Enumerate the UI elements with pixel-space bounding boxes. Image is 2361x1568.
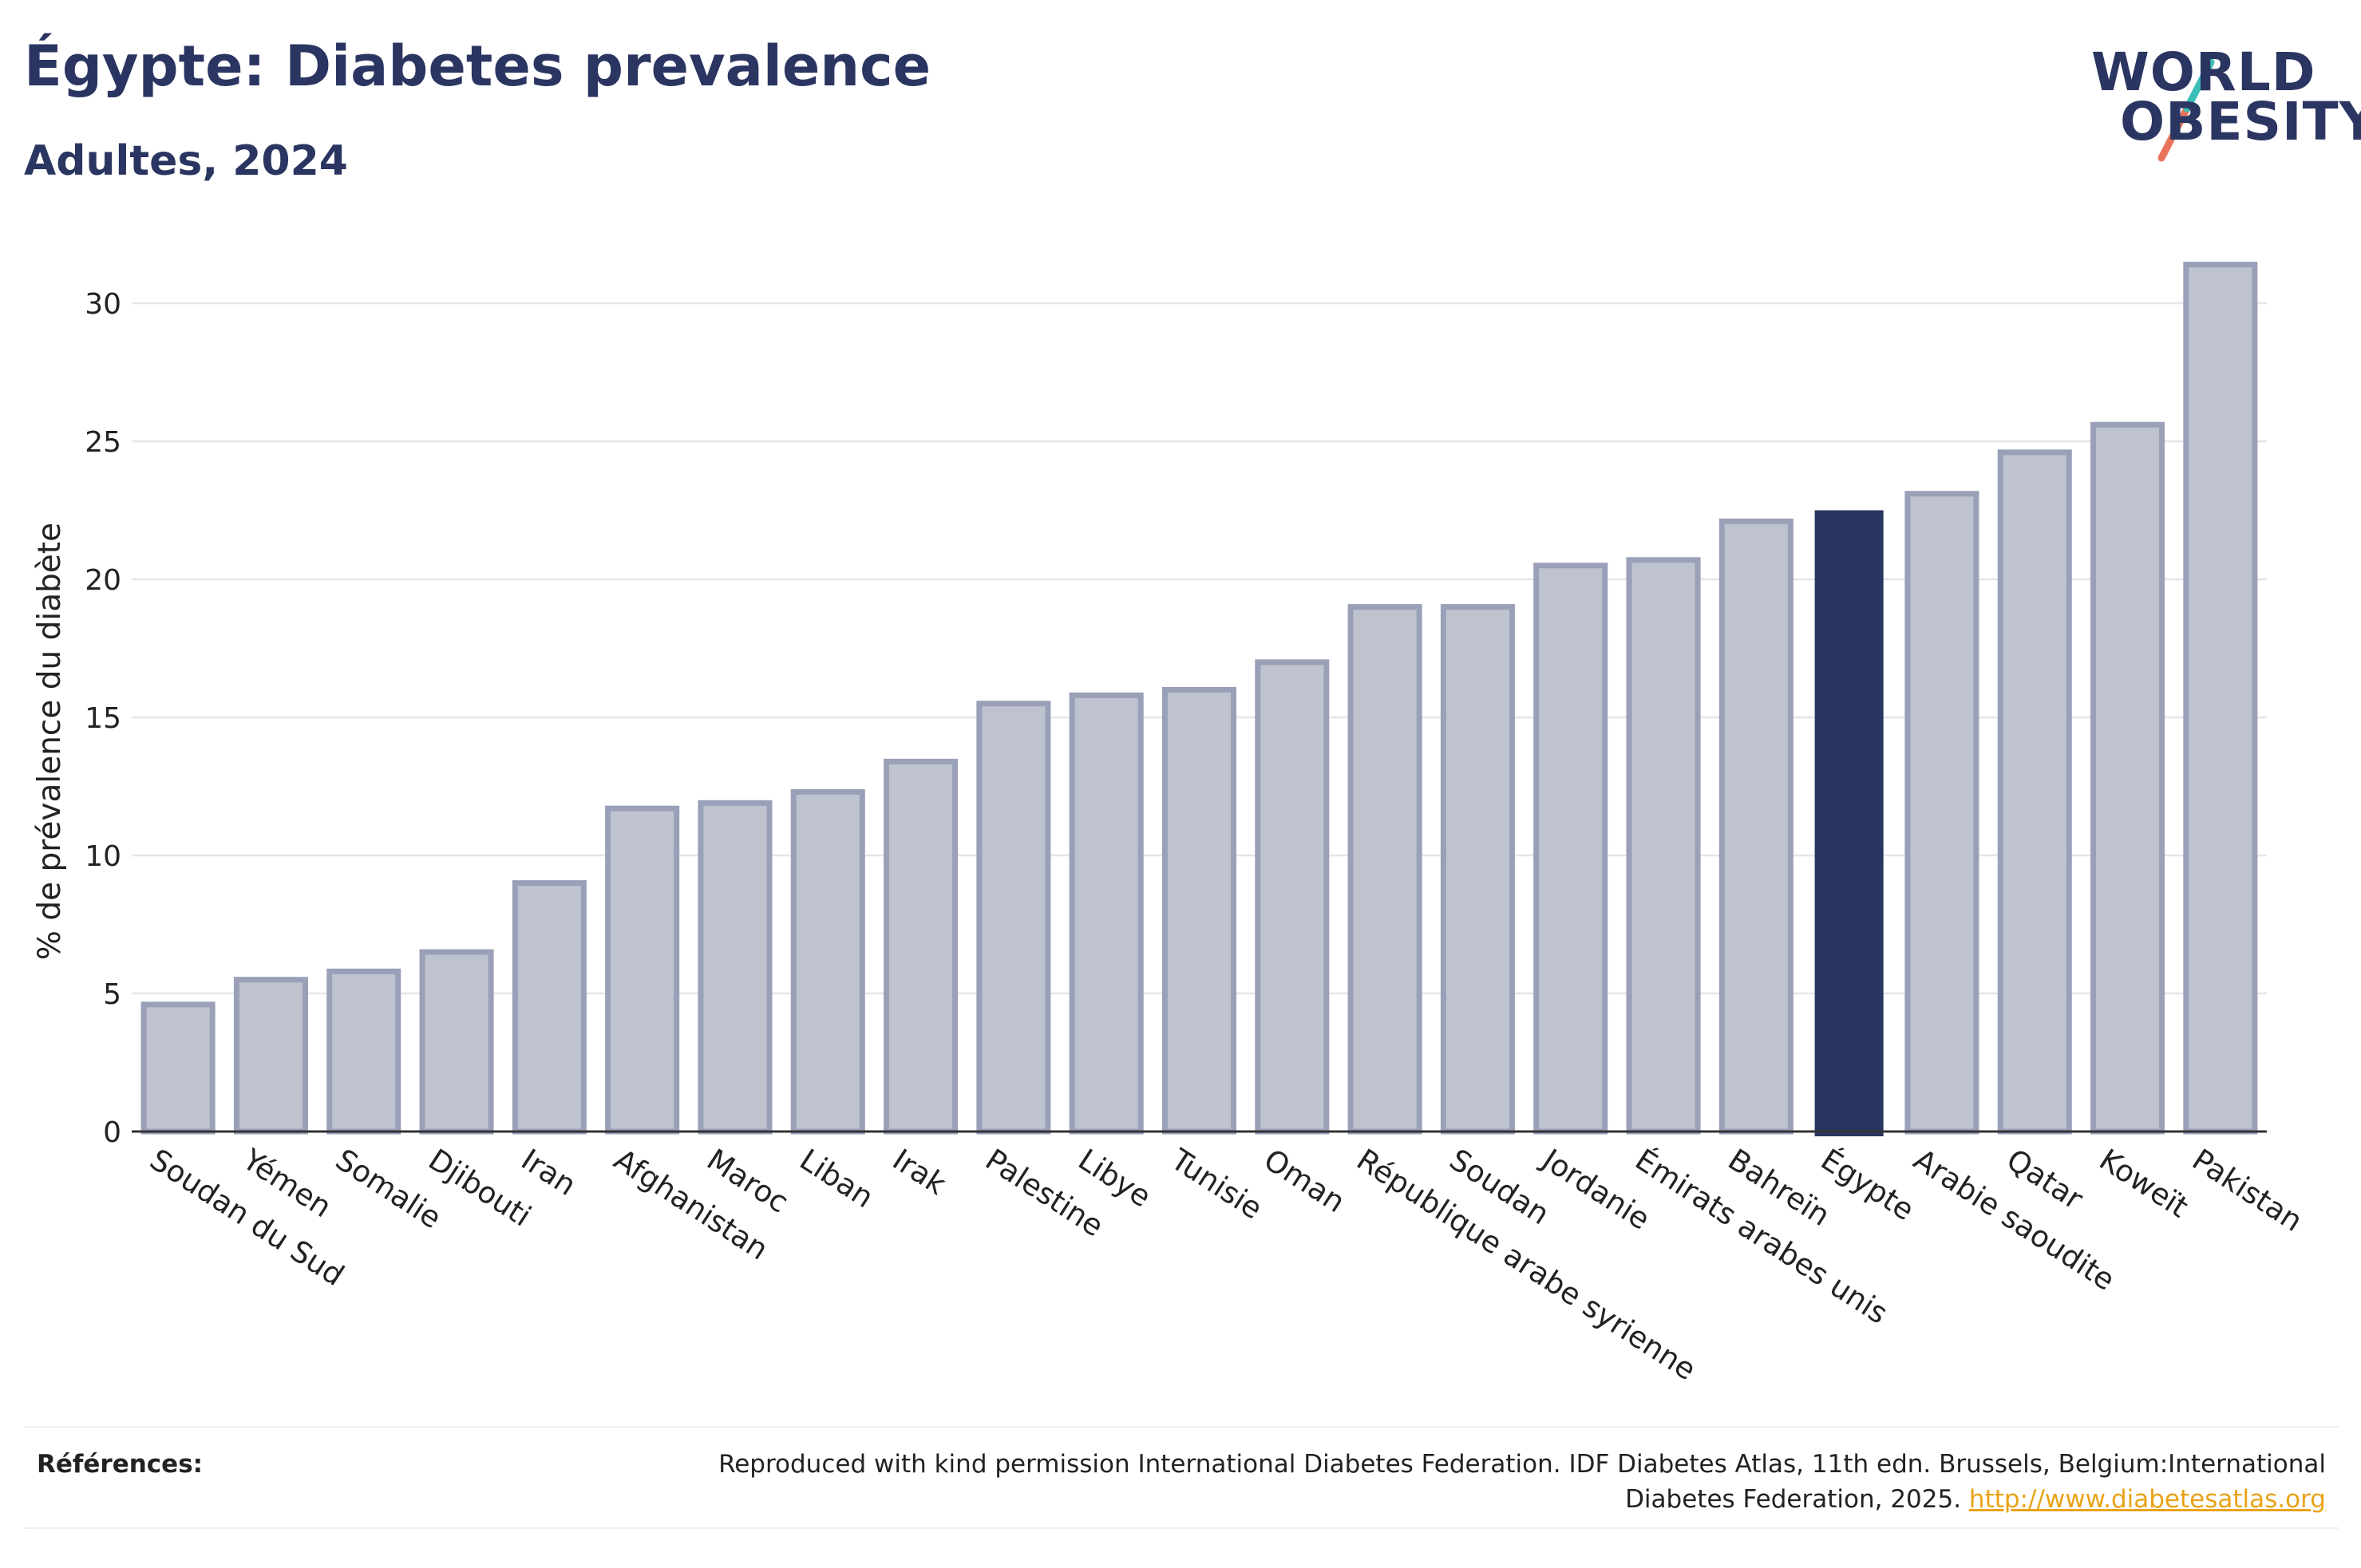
bar-Émirats arabes unis	[1626, 557, 1701, 1135]
y-axis-label: % de prévalence du diabète	[32, 523, 68, 960]
x-tick-label: Iran	[515, 1142, 582, 1202]
references-link[interactable]: http://www.diabetesatlas.org	[1968, 1485, 2326, 1514]
x-tick-label: Irak	[887, 1142, 953, 1202]
references-footer: Références: Reproduced with kind permiss…	[24, 1426, 2339, 1529]
bar-Afghanistan	[605, 805, 680, 1135]
chart-subtitle: Adultes, 2024	[24, 137, 348, 185]
bar-Maroc	[698, 800, 773, 1135]
bar-Irak	[884, 758, 959, 1135]
references-text: Reproduced with kind permission Internat…	[650, 1447, 2326, 1517]
bar-Arabie saoudite	[1904, 491, 1979, 1135]
y-tick-label: 30	[85, 288, 121, 321]
bar-Égypte	[1814, 510, 1884, 1136]
bar-Djibouti	[419, 949, 494, 1135]
logo-text-line2: OBESITY	[2120, 91, 2361, 152]
x-tick-label: Oman	[1258, 1142, 1351, 1219]
bar-Yémen	[233, 977, 308, 1135]
bar-Libye	[1069, 692, 1144, 1135]
bar-Pakistan	[2183, 262, 2258, 1135]
y-tick-label: 15	[85, 702, 121, 735]
bar-Palestine	[976, 701, 1051, 1135]
bar-Soudan du Sud	[140, 1001, 216, 1135]
y-tick-label: 20	[85, 564, 121, 597]
bar-Qatar	[1997, 449, 2072, 1135]
bar-Jordanie	[1533, 563, 1608, 1135]
bar-Iran	[512, 880, 587, 1135]
references-citation: Reproduced with kind permission Internat…	[718, 1450, 2326, 1514]
y-tick-label: 5	[103, 978, 121, 1011]
x-tick-label: Liban	[793, 1142, 880, 1215]
world-obesity-logo: WORLD OBESITY	[2075, 22, 2361, 166]
x-tick-label: Somalie	[330, 1142, 448, 1235]
y-tick-label: 25	[85, 426, 121, 459]
bar-Bahreïn	[1718, 518, 1793, 1135]
x-tick-label: Égypte	[1815, 1142, 1921, 1227]
logo-text-line1: WORLD	[2091, 41, 2316, 103]
bar-République arabe syrienne	[1347, 604, 1422, 1135]
y-tick-label: 0	[103, 1116, 121, 1149]
y-tick-label: 10	[85, 840, 121, 873]
bar-Oman	[1255, 659, 1330, 1135]
x-tick-label: Koweït	[2094, 1142, 2194, 1224]
x-tick-label: Djibouti	[422, 1142, 537, 1233]
bar-Soudan	[1440, 604, 1515, 1135]
bar-Tunisie	[1161, 686, 1237, 1135]
references-label: Références:	[37, 1450, 204, 1479]
x-tick-label: Pakistan	[2186, 1142, 2308, 1238]
chart-title: Égypte: Diabetes prevalence	[24, 34, 931, 99]
x-tick-label: Jordanie	[1535, 1141, 1656, 1236]
logo-slash-icon	[2157, 58, 2215, 162]
bar-Somalie	[326, 968, 401, 1135]
x-tick-label: Tunisie	[1165, 1142, 1268, 1226]
bar-Koweït	[2090, 421, 2165, 1135]
bar-Liban	[790, 788, 865, 1135]
bar-chart: 0 5 10 15 20 25 30 % de prévalence du diabète So…	[32, 262, 2308, 1387]
